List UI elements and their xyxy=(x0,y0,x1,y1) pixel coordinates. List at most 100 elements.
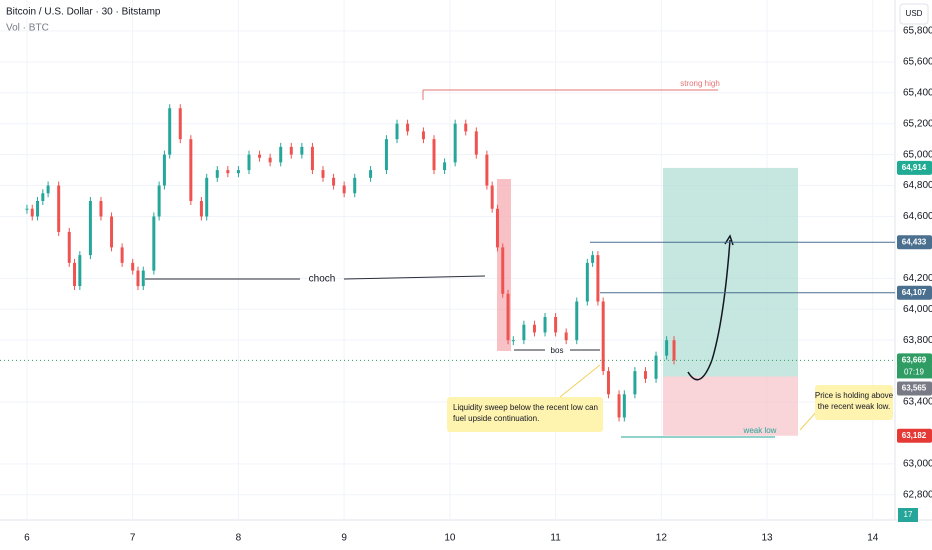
candle-body xyxy=(501,247,505,294)
callout-pointer xyxy=(559,364,601,398)
bos-label: bos xyxy=(551,346,564,355)
x-tick-label: 6 xyxy=(24,533,30,544)
candle-body xyxy=(395,123,399,140)
candle-body xyxy=(643,371,647,379)
weak-low-label: weak low xyxy=(743,426,777,435)
candle-body xyxy=(596,255,600,302)
candle-body xyxy=(369,170,373,178)
countdown-box xyxy=(897,366,932,379)
candle-body xyxy=(258,154,262,158)
candle-body xyxy=(157,185,161,217)
candle-body xyxy=(46,185,50,194)
candle-body xyxy=(289,146,293,155)
y-tick-label: 62,800 xyxy=(903,489,932,500)
x-tick-label: 13 xyxy=(762,533,774,544)
candle-body xyxy=(168,108,172,155)
stop-zone xyxy=(663,376,798,436)
x-tick-label: 7 xyxy=(130,533,136,544)
currency-button[interactable] xyxy=(899,3,929,25)
candle-body xyxy=(36,201,40,217)
candle-body xyxy=(672,340,676,361)
candle-body xyxy=(665,340,669,356)
currency[interactable]: USD xyxy=(906,9,923,18)
candle-body xyxy=(332,177,336,186)
candle-body xyxy=(490,185,494,209)
price-label: 63,565 xyxy=(902,384,927,393)
price-label-box xyxy=(897,235,932,250)
callout-text: the recent weak low. xyxy=(818,402,890,411)
candle-body xyxy=(310,146,314,171)
x-tick-label: 10 xyxy=(444,533,456,544)
candle-body xyxy=(506,293,510,341)
candle-body xyxy=(236,170,240,174)
candle-body xyxy=(215,170,219,178)
y-tick-label: 64,200 xyxy=(903,273,932,284)
price-label-box xyxy=(897,381,932,396)
candle-body xyxy=(384,139,388,171)
x-tick-label: 8 xyxy=(236,533,242,544)
y-tick-label: 64,600 xyxy=(903,211,932,222)
y-tick-label: 65,800 xyxy=(903,26,932,37)
price-label-box xyxy=(897,353,932,368)
callout-text: Price is holding above xyxy=(815,391,894,400)
candle-body xyxy=(342,185,346,194)
candle-body xyxy=(30,208,34,217)
candle-body xyxy=(532,324,536,333)
candle-body xyxy=(300,146,304,155)
chart-subtitle: Vol · BTC xyxy=(6,23,49,34)
price-label-box xyxy=(897,285,932,300)
candle-body xyxy=(522,324,526,341)
candle-body xyxy=(162,154,166,186)
candle-body xyxy=(654,355,658,379)
candle-body xyxy=(78,255,82,287)
candle-body xyxy=(601,301,605,372)
volume-badge xyxy=(898,508,918,522)
callout-text: Liquidity sweep below the recent low can xyxy=(453,403,598,412)
candle-body xyxy=(73,262,77,287)
candle-body xyxy=(279,146,283,163)
projection-arrow xyxy=(687,239,731,381)
candle-body xyxy=(152,216,156,271)
candle-body xyxy=(189,139,193,202)
chart-title: Bitcoin / U.S. Dollar · 30 · Bitstamp xyxy=(6,7,161,18)
candle-body xyxy=(633,371,637,395)
y-tick-label: 65,600 xyxy=(903,56,932,67)
price-label: 64,107 xyxy=(902,288,927,297)
candle-body xyxy=(226,170,230,174)
candle-body xyxy=(511,340,515,342)
candle-body xyxy=(141,270,145,287)
price-label-box xyxy=(897,160,932,175)
price-label: 63,182 xyxy=(902,431,927,440)
candle-body xyxy=(353,177,357,194)
choch-label: choch xyxy=(309,274,336,285)
plot: strong high choch bos weak low Liquidity… xyxy=(0,0,895,520)
candle-body xyxy=(564,332,568,341)
x-tick-label: 9 xyxy=(341,533,347,544)
price-label: 64,914 xyxy=(902,163,927,172)
candle-body xyxy=(443,162,447,171)
callout-box xyxy=(815,385,893,420)
candle-body xyxy=(178,108,182,140)
candle-body xyxy=(199,201,203,217)
price-label-box xyxy=(897,428,932,443)
candle-body xyxy=(321,170,325,178)
candle-body xyxy=(453,123,457,163)
candle-body xyxy=(432,139,436,171)
candle-body xyxy=(543,316,547,333)
candle-body xyxy=(110,216,114,248)
candle-body xyxy=(406,123,410,132)
candle-body xyxy=(554,316,558,333)
candle-body xyxy=(131,262,135,271)
y-tick-label: 63,400 xyxy=(903,397,932,408)
candle-body xyxy=(575,301,579,341)
countdown: 07:19 xyxy=(904,368,925,377)
choch-line xyxy=(343,275,486,280)
callout-box xyxy=(447,397,603,432)
candle-body xyxy=(474,131,478,155)
price-label: 64,433 xyxy=(902,237,927,246)
candle-body xyxy=(41,193,45,202)
strong-high-label: strong high xyxy=(680,79,720,88)
candle-body xyxy=(464,123,468,132)
candle-body xyxy=(99,201,103,217)
candle-body xyxy=(485,154,489,186)
